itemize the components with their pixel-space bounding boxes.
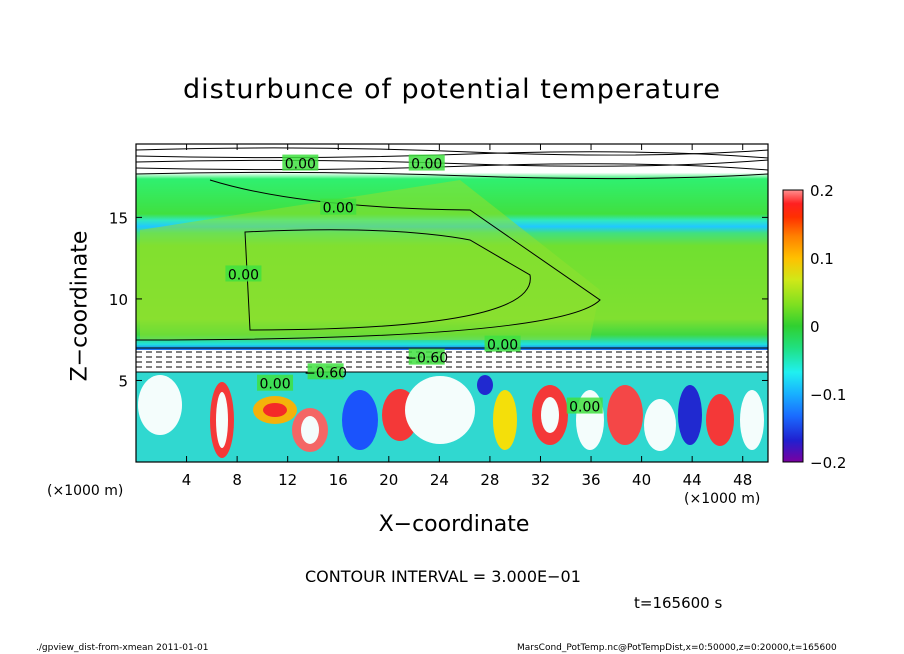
contour-label: −0.60: [304, 365, 347, 381]
contour-label-bg: [282, 154, 319, 171]
x-tick-label: 20: [379, 471, 398, 489]
contour-label-bg: [566, 397, 603, 414]
colorbar-tick-label: 0.1: [810, 250, 834, 268]
y-axis-label: Z−coordinate: [67, 230, 93, 382]
x-axis-label: X−coordinate: [0, 512, 904, 537]
contour-label: 0.00: [228, 267, 259, 283]
x-tick-label: 28: [480, 471, 499, 489]
contour-label: −0.60: [405, 351, 448, 367]
x-tick-label: 12: [278, 471, 297, 489]
footer-left: ./gpview_dist-from-xmean 2011-01-01: [36, 643, 209, 653]
x-tick-label: 44: [683, 471, 702, 489]
y-tick-label: 15: [109, 209, 128, 227]
y-tick-label: 5: [118, 372, 128, 390]
chart-title: disturbunce of potential temperature: [183, 74, 721, 105]
x-tick-label: 4: [182, 471, 192, 489]
contour-label-bg: [484, 335, 521, 352]
contour-label: 0.00: [285, 157, 316, 173]
plot-frame: [135, 143, 769, 463]
colorbar-tick-label: 0.2: [810, 182, 834, 200]
x-tick-label: 32: [531, 471, 550, 489]
contour-label-bg: [225, 265, 262, 282]
y-tick-label: 10: [109, 291, 128, 309]
colorbar-tick-label: −0.2: [810, 454, 846, 472]
contour-label: 0.00: [259, 377, 290, 393]
x-tick-label: 36: [581, 471, 600, 489]
contour-label-bg: [408, 348, 445, 365]
contour-label: 0.00: [487, 338, 518, 354]
contour-label-bg: [320, 198, 357, 215]
contour-label-bg: [408, 154, 445, 171]
contour-label: 0.00: [569, 400, 600, 416]
x-tick-label: 8: [232, 471, 242, 489]
x-tick-label: 16: [329, 471, 348, 489]
contour-label: 0.00: [411, 157, 442, 173]
x-axis-label-text: X−coordinate: [378, 512, 530, 537]
time-label: t=165600 s: [634, 594, 723, 612]
x-unit-label: (×1000 m): [684, 491, 761, 507]
contour-label: 0.00: [323, 201, 354, 217]
x-tick-label: 48: [733, 471, 752, 489]
colorbar-tick-label: −0.1: [810, 386, 846, 404]
colorbar-tick-label: 0: [810, 318, 820, 336]
z-unit-label: (×1000 m): [47, 483, 124, 499]
contour-interval: CONTOUR INTERVAL = 3.000E−01: [305, 567, 581, 586]
x-tick-label: 24: [430, 471, 449, 489]
contour-label-bg: [307, 363, 344, 380]
heatmap-field: [136, 144, 768, 462]
contour-label-bg: [257, 374, 294, 391]
colorbar: [782, 189, 804, 463]
footer-right: MarsCond_PotTemp.nc@PotTempDist,x=0:5000…: [517, 643, 837, 653]
x-tick-label: 40: [632, 471, 651, 489]
